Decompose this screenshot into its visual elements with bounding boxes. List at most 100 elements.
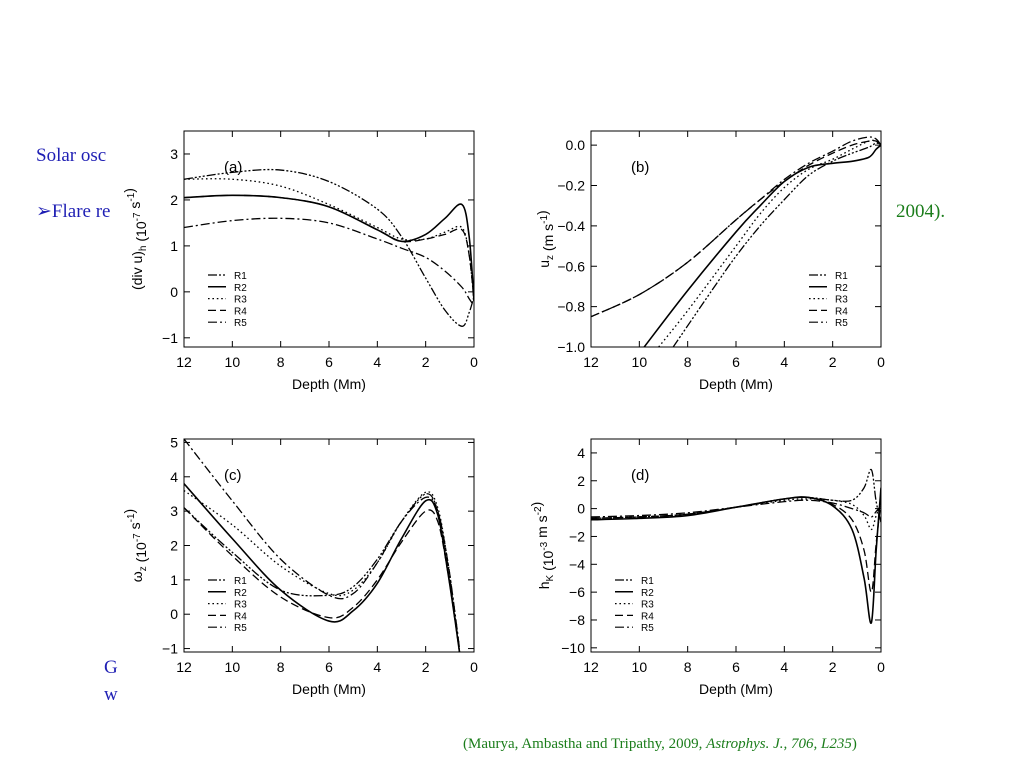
legend-label-r1: R1 (234, 576, 247, 587)
y-tick-label: −1.0 (557, 339, 585, 355)
x-tick-label: 12 (583, 354, 599, 370)
legend-label-r4: R4 (234, 306, 247, 317)
x-tick-label: 2 (422, 659, 430, 675)
legend-label-r4: R4 (835, 306, 848, 317)
x-tick-label: 0 (470, 659, 478, 675)
x-tick-label: 12 (583, 659, 599, 675)
y-tick-label: −0.8 (557, 299, 585, 315)
y-tick-label: 1 (170, 572, 178, 588)
series-line-r2 (184, 194, 474, 302)
x-tick-label: 12 (176, 659, 192, 675)
x-axis-label: Depth (Mm) (699, 376, 773, 392)
x-tick-label: 4 (780, 354, 788, 370)
slide-text-line2: ➢Flare re (36, 201, 110, 223)
legend-label-r2: R2 (234, 588, 247, 599)
x-tick-label: 8 (277, 659, 285, 675)
legend-label-r1: R1 (641, 576, 654, 587)
y-tick-label: 0 (170, 606, 178, 622)
x-tick-label: 10 (225, 354, 241, 370)
x-tick-label: 4 (780, 659, 788, 675)
panel-label: (c) (224, 467, 242, 484)
legend-label-r5: R5 (835, 318, 848, 329)
legend-label-r3: R3 (234, 295, 247, 306)
series-line-r1 (672, 142, 881, 347)
y-tick-label: −4 (569, 556, 585, 572)
series-line-r5 (591, 499, 881, 518)
x-tick-label: 2 (829, 354, 837, 370)
x-tick-label: 6 (732, 659, 740, 675)
x-tick-label: 0 (877, 659, 885, 675)
y-tick-label: −0.2 (557, 178, 585, 194)
y-tick-label: 0.0 (566, 137, 586, 153)
y-tick-label: −2 (569, 528, 585, 544)
y-axis-label: ωz (10-7 s-1) (121, 509, 149, 582)
y-axis-label: hK (10-3 m s-2) (528, 502, 556, 590)
citation: (Maurya, Ambastha and Tripathy, 2009, As… (463, 736, 857, 753)
citation-close: ) (851, 736, 857, 752)
series-line-r1 (184, 168, 474, 327)
y-tick-label: 0 (170, 284, 178, 300)
x-tick-label: 6 (325, 354, 333, 370)
series-line-r4 (184, 507, 461, 652)
legend-label-r5: R5 (641, 623, 654, 634)
citation-journal: Astrophys. J., 706, L235 (706, 736, 852, 752)
series-line-r4 (184, 194, 474, 302)
series-line-r2 (643, 144, 881, 347)
panel-label: (b) (631, 159, 649, 176)
slide-text-line3a: G (104, 657, 118, 678)
legend-label-r5: R5 (234, 318, 247, 329)
series-line-r5 (591, 136, 881, 318)
panel-label: (a) (224, 159, 242, 176)
x-tick-label: 4 (373, 659, 381, 675)
series-line-r3 (184, 178, 474, 302)
y-tick-label: 3 (170, 146, 178, 162)
x-tick-label: 2 (422, 354, 430, 370)
x-tick-label: 8 (684, 659, 692, 675)
y-tick-label: −0.4 (557, 218, 585, 234)
citation-authors: (Maurya, Ambastha and Tripathy, 2009, (463, 736, 707, 752)
x-tick-label: 10 (632, 354, 648, 370)
y-tick-label: 4 (170, 469, 178, 485)
plot-frame (183, 130, 475, 348)
series-line-r3 (184, 490, 461, 649)
legend-label-r2: R2 (234, 283, 247, 294)
x-axis-label: Depth (Mm) (699, 681, 773, 697)
x-tick-label: 12 (176, 354, 192, 370)
x-tick-label: 2 (829, 659, 837, 675)
y-tick-label: 5 (170, 434, 178, 450)
x-axis-label: Depth (Mm) (292, 376, 366, 392)
legend-label-r4: R4 (234, 611, 247, 622)
x-tick-label: 8 (277, 354, 285, 370)
x-tick-label: 8 (684, 354, 692, 370)
series-line-r3 (591, 498, 881, 531)
legend-label-r3: R3 (835, 295, 848, 306)
y-tick-label: 2 (577, 473, 585, 489)
chart-panel-b: 12 10 8 6 4 2 0−1.0−0.8−0.6−0.4−0.20.0(b)R1R2R… (531, 123, 893, 397)
x-tick-label: 10 (225, 659, 241, 675)
series-line-r5 (184, 217, 474, 307)
arrow-bullet-icon: ➢ (36, 201, 52, 222)
y-tick-label: 3 (170, 503, 178, 519)
legend-label-r1: R1 (835, 271, 848, 282)
x-tick-label: 6 (732, 354, 740, 370)
slide-text-line3b: w (104, 684, 118, 705)
plot-frame (183, 438, 475, 653)
y-tick-label: −1 (162, 641, 178, 657)
legend-label-r3: R3 (641, 600, 654, 611)
y-tick-label: 1 (170, 238, 178, 254)
y-axis-label: uz (m s-1) (534, 210, 556, 267)
slide-text-line2-end: 2004). (896, 201, 946, 222)
x-tick-label: 6 (325, 659, 333, 675)
plot-frame (590, 130, 882, 348)
x-tick-label: 0 (877, 354, 885, 370)
legend-label-r1: R1 (234, 271, 247, 282)
y-tick-label: −10 (561, 640, 585, 656)
slide-text-line2-start: Flare re (51, 201, 111, 222)
x-tick-label: 4 (373, 354, 381, 370)
x-tick-label: 10 (632, 659, 648, 675)
y-tick-label: 2 (170, 538, 178, 554)
